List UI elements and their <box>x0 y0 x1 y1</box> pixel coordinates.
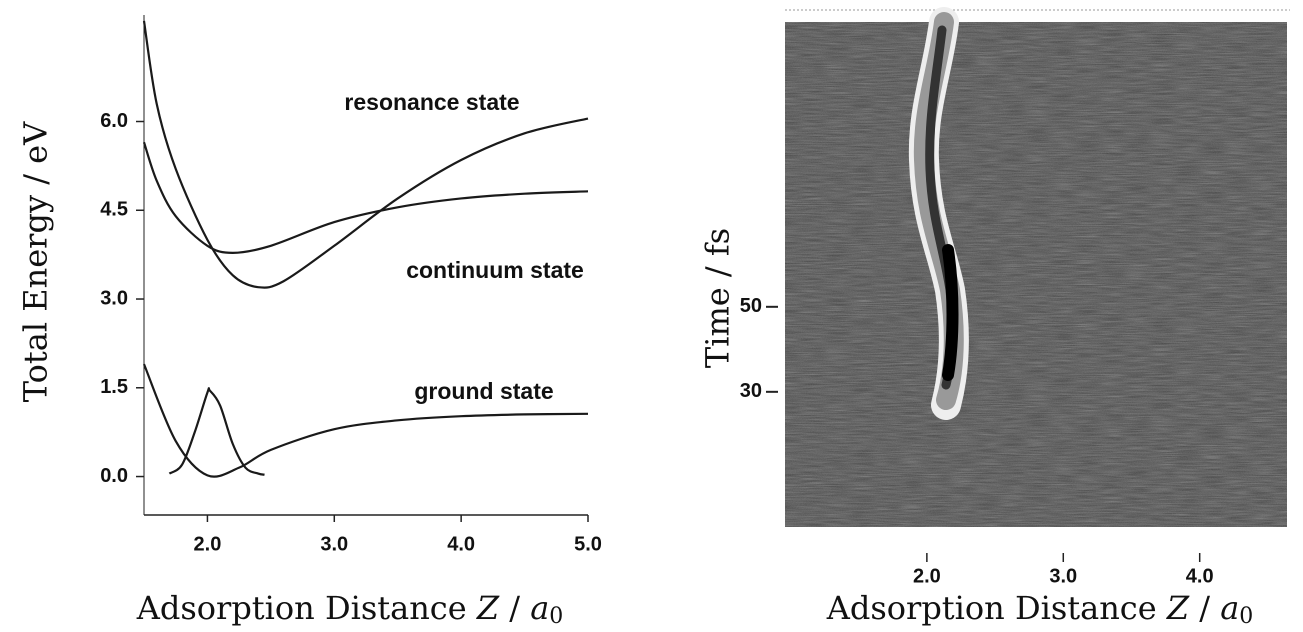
x-axis-label-part: / <box>499 589 530 627</box>
heatmap-grain <box>785 22 1287 527</box>
y-tick-label: 0.0 <box>100 465 128 487</box>
wavepacket-peak <box>942 244 959 381</box>
y-tick-label: 3.0 <box>100 287 128 309</box>
x-axis-label-part: 0 <box>549 604 563 629</box>
y-tick-label: 50 <box>740 295 762 317</box>
annotation: resonance state <box>344 89 519 115</box>
x-axis-label: Adsorption Distance Z / a0 <box>136 589 564 629</box>
x-axis-label-part: a <box>530 589 549 627</box>
x-tick-label: 2.0 <box>913 565 941 587</box>
x-axis-label-part: 0 <box>1239 604 1253 629</box>
x-axis-label-part: Z <box>476 589 500 627</box>
annotation: ground state <box>414 378 553 404</box>
x-tick-label: 5.0 <box>574 533 602 555</box>
x-tick-label: 2.0 <box>194 533 222 555</box>
x-tick-label: 3.0 <box>1049 565 1077 587</box>
curve <box>168 387 265 476</box>
y-tick-label: 30 <box>740 380 762 402</box>
y-axis-label: Total Energy / eV <box>17 121 55 402</box>
curve <box>142 141 589 254</box>
annotation: continuum state <box>406 257 584 283</box>
x-tick-label: 4.0 <box>447 533 475 555</box>
x-axis-label-part: Adsorption Distance <box>826 589 1167 627</box>
y-tick-label: 6.0 <box>100 110 128 132</box>
x-axis-label-part: Adsorption Distance <box>136 589 477 627</box>
y-tick-label: 4.5 <box>100 199 128 221</box>
x-tick-label: 3.0 <box>320 533 348 555</box>
x-axis-label-part: Z <box>1166 589 1190 627</box>
x-axis-label: Adsorption Distance Z / a0 <box>826 589 1254 629</box>
x-tick-label: 4.0 <box>1186 565 1214 587</box>
x-axis-label-part: / <box>1189 589 1220 627</box>
y-tick-label: 1.5 <box>100 376 128 398</box>
y-axis-label: Time / fs <box>699 228 737 368</box>
curve <box>142 20 589 289</box>
x-axis-label-part: a <box>1220 589 1239 627</box>
